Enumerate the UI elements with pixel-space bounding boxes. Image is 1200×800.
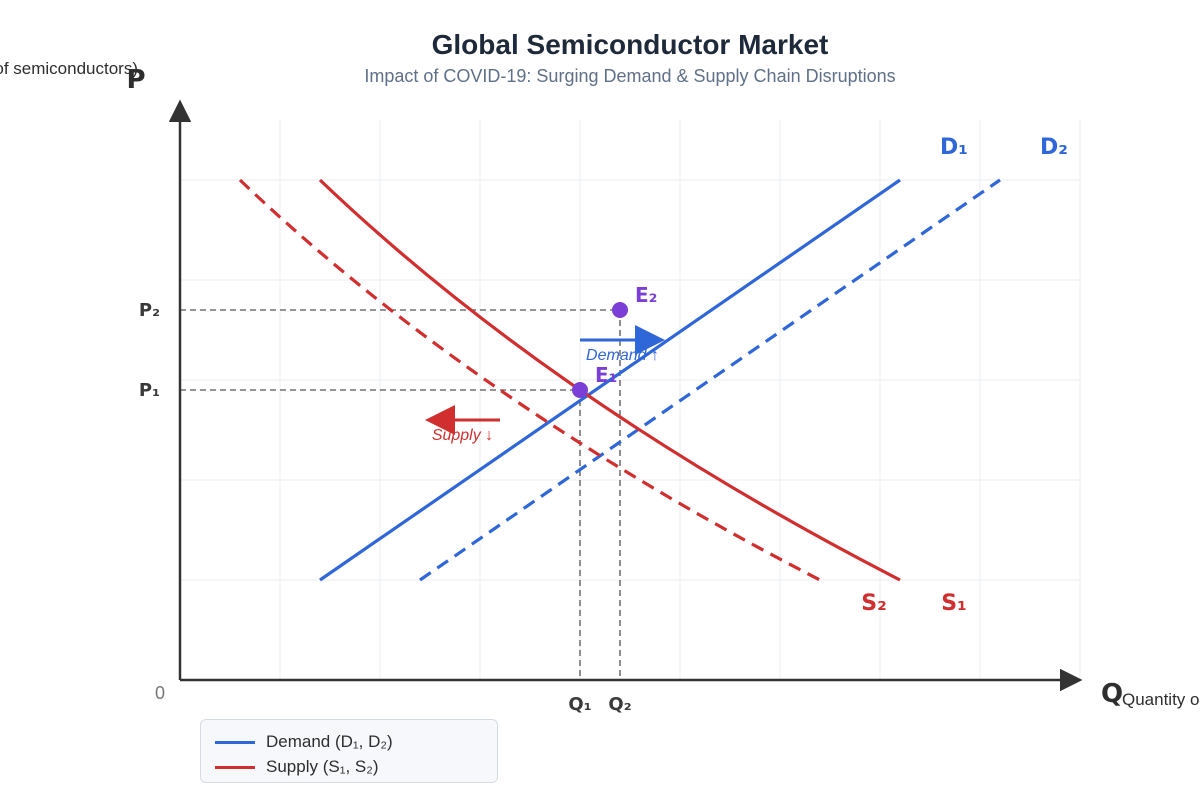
- legend-swatch-supply: [215, 765, 255, 769]
- curve-label-s2: S₂: [861, 591, 886, 616]
- curve-labels: D₁ D₂ S₁ S₂: [861, 135, 1068, 616]
- equilibrium-label-e2: E₂: [635, 283, 657, 307]
- shift-arrows: Demand ↑ Supply ↓: [425, 325, 665, 444]
- equilibrium-points: E₁ E₂: [572, 283, 657, 398]
- x-axis-title: Quantity o: [1122, 690, 1200, 709]
- y-axis-title: Price (of semiconductors): [0, 59, 138, 78]
- y-axis-letter: P: [126, 65, 145, 95]
- arrow-head-supply: [425, 405, 455, 435]
- arrow-label-supply: Supply ↓: [432, 427, 493, 444]
- equilibrium-label-e1: E₁: [595, 363, 617, 387]
- chart-title: Global Semiconductor Market: [432, 29, 829, 60]
- x-tick-q1: Q₁: [568, 694, 591, 715]
- curve-label-s1: S₁: [941, 591, 966, 616]
- curve-label-d2: D₂: [1040, 135, 1068, 160]
- curve-d1: [319, 178, 901, 582]
- arrow-label-demand: Demand ↑: [586, 347, 659, 364]
- legend-swatch-demand: [215, 740, 255, 744]
- legend-item-supply: Supply (S₁, S₂): [215, 756, 378, 778]
- curve-d2: [419, 178, 1001, 582]
- legend-item-demand: Demand (D₁, D₂): [215, 731, 393, 753]
- y-tick-p1: P₁: [139, 380, 160, 401]
- legend-label-demand: Demand (D₁, D₂): [266, 732, 393, 751]
- curve-label-d1: D₁: [940, 135, 968, 160]
- x-axis-letter: Q: [1101, 679, 1123, 709]
- origin-label: 0: [155, 683, 165, 703]
- x-tick-q2: Q₂: [608, 694, 631, 715]
- equilibrium-point-e1: [572, 382, 588, 398]
- equilibrium-point-e2: [612, 302, 628, 318]
- y-tick-p2: P₂: [139, 300, 160, 321]
- tick-labels: Q₁ Q₂ P₁ P₂: [139, 300, 632, 715]
- curve-s2: [238, 178, 821, 582]
- legend-label-supply: Supply (S₁, S₂): [266, 757, 379, 776]
- legend: Demand (D₁, D₂) Supply (S₁, S₂): [200, 719, 498, 783]
- arrow-head-demand: [635, 325, 665, 355]
- equilibrium-guides: [180, 309, 621, 680]
- chart-subtitle: Impact of COVID-19: Surging Demand & Sup…: [364, 66, 895, 86]
